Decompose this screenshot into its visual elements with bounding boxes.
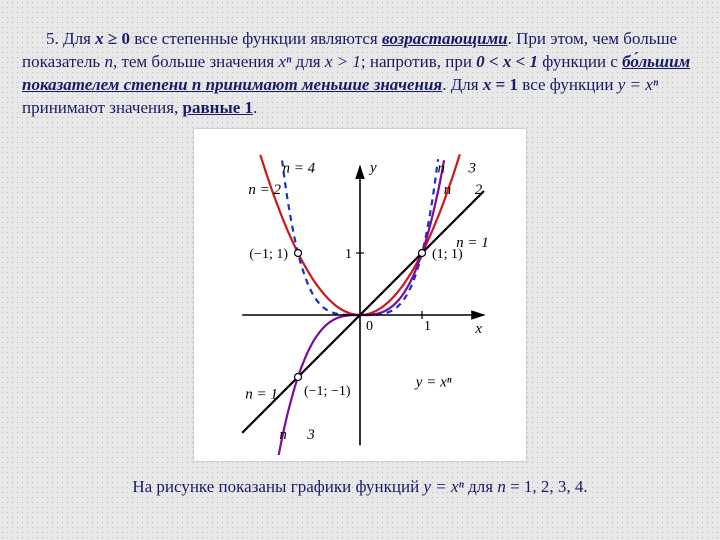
svg-text:3: 3 [306,427,315,443]
var-x: x [95,29,104,48]
var-n: n [104,52,113,71]
svg-text:n = 1: n = 1 [245,386,278,402]
caption-n: n [497,477,506,496]
text: , тем больше значения [113,52,279,71]
svg-text:(−1; 1): (−1; 1) [249,247,288,262]
svg-text:0: 0 [366,319,373,334]
figure-bg: yx011(1; 1)(−1; 1)(−1; −1)n = 4n = 2n3n2… [193,128,527,462]
figure-wrap: yx011(1; 1)(−1; 1)(−1; −1)n = 4n = 2n3n2… [22,128,698,467]
xn: xⁿ [279,52,292,71]
svg-text:(−1; −1): (−1; −1) [304,384,351,399]
text: 5. Для [46,29,95,48]
caption-text: = 1, 2, 3, 4. [506,477,588,496]
svg-text:n = 4: n = 4 [283,160,316,176]
caption-text: для [464,477,497,496]
svg-text:3: 3 [468,160,477,176]
svg-text:1: 1 [345,247,352,262]
svg-text:y: y [368,160,377,176]
equal1: равные 1 [183,98,254,117]
svg-text:n = 1: n = 1 [456,235,489,251]
text: функции с [538,52,622,71]
svg-text:n: n [438,160,446,176]
caption: На рисунке показаны графики функций y = … [22,477,698,497]
xgt1: x > 1 [325,52,361,71]
svg-text:y = xⁿ: y = xⁿ [414,374,452,390]
text: ; напротив, при [361,52,476,71]
caption-yxn: y = xⁿ [423,477,463,496]
power-functions-chart: yx011(1; 1)(−1; 1)(−1; −1)n = 4n = 2n3n2… [200,135,520,455]
svg-text:1: 1 [424,319,431,334]
yxn: y = xⁿ [618,75,658,94]
caption-text: На рисунке показаны графики функций [132,477,423,496]
svg-text:n: n [279,427,287,443]
text: все степенные функции являются [130,29,382,48]
svg-text:2: 2 [475,182,483,198]
text: . [253,98,257,117]
paragraph-5: 5. Для x ≥ 0 все степенные функции являю… [22,28,698,120]
text: принимают значения, [22,98,183,117]
text: все функции [518,75,618,94]
text: . Для [442,75,483,94]
svg-text:n: n [444,182,452,198]
increasing: возрастающими [382,29,508,48]
xeq1b: = 1 [491,75,518,94]
ge0: ≥ 0 [104,29,130,48]
text: для [291,52,324,71]
svg-text:n = 2: n = 2 [248,182,281,198]
svg-text:x: x [474,321,482,337]
range: 0 < x < 1 [476,52,538,71]
content-area: 5. Для x ≥ 0 все степенные функции являю… [0,0,720,507]
